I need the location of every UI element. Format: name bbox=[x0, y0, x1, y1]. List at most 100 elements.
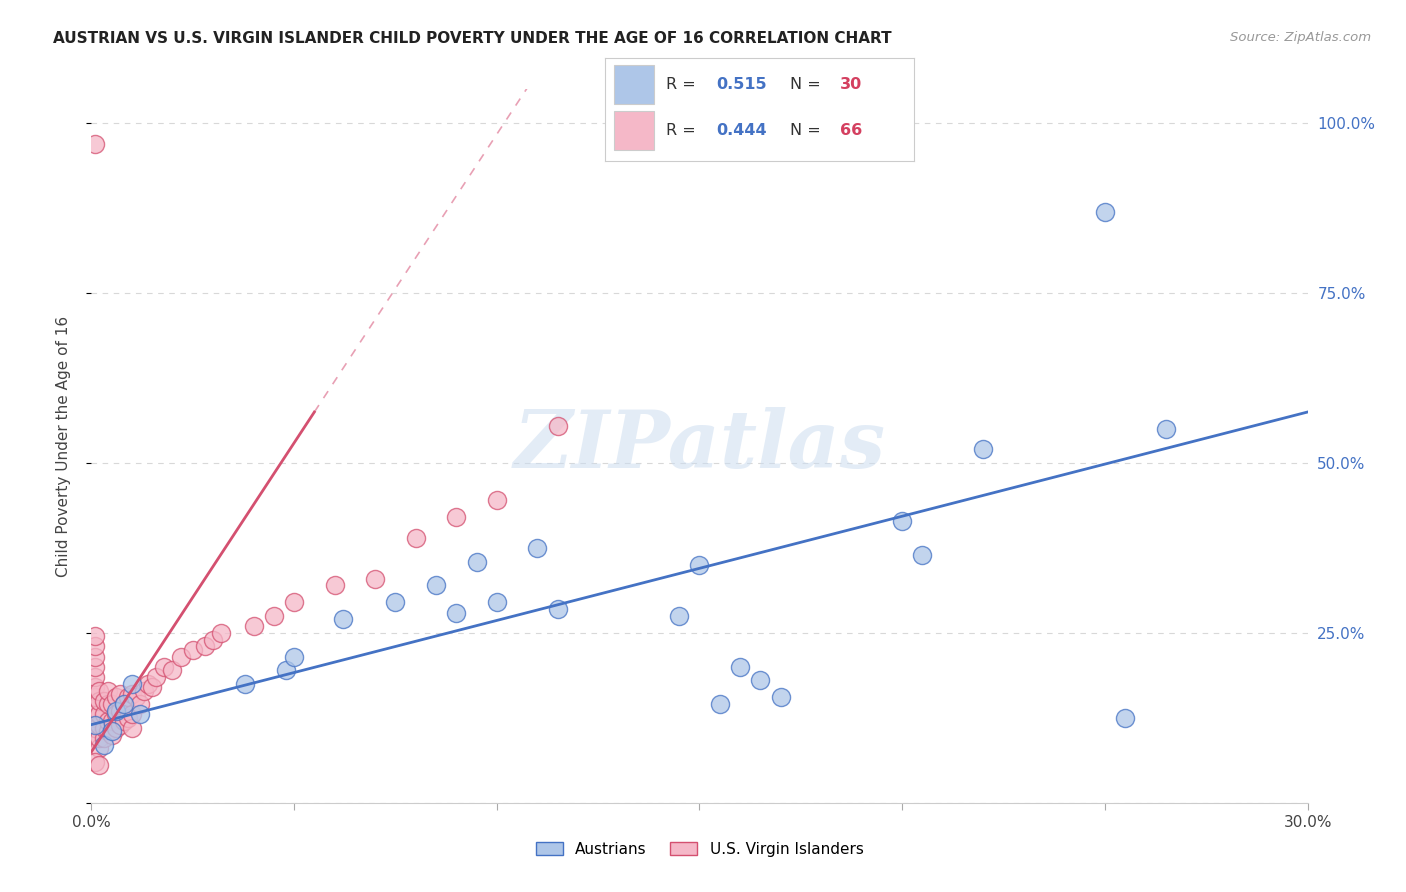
Point bbox=[141, 680, 163, 694]
Point bbox=[332, 612, 354, 626]
Point bbox=[117, 711, 139, 725]
Point bbox=[84, 680, 107, 694]
Point bbox=[104, 690, 127, 705]
Point bbox=[274, 663, 297, 677]
Point bbox=[93, 738, 115, 752]
Point bbox=[911, 548, 934, 562]
Point bbox=[444, 606, 467, 620]
Point bbox=[132, 683, 155, 698]
Text: Source: ZipAtlas.com: Source: ZipAtlas.com bbox=[1230, 31, 1371, 45]
Point bbox=[84, 755, 107, 769]
Point bbox=[425, 578, 447, 592]
Point bbox=[125, 690, 148, 705]
Point bbox=[688, 558, 710, 572]
Point bbox=[84, 649, 107, 664]
Point bbox=[162, 663, 184, 677]
Point bbox=[93, 721, 115, 735]
Point bbox=[89, 758, 111, 772]
Point bbox=[444, 510, 467, 524]
Point bbox=[728, 660, 751, 674]
Point bbox=[93, 731, 115, 746]
Point bbox=[104, 704, 127, 718]
Point bbox=[100, 728, 122, 742]
Point bbox=[121, 707, 143, 722]
Point bbox=[283, 649, 305, 664]
Point bbox=[485, 595, 508, 609]
Point bbox=[112, 698, 135, 712]
Text: 30: 30 bbox=[839, 77, 862, 92]
Point bbox=[136, 677, 159, 691]
Point bbox=[145, 670, 167, 684]
Point bbox=[112, 698, 135, 712]
Point bbox=[121, 687, 143, 701]
Point bbox=[547, 602, 569, 616]
Text: AUSTRIAN VS U.S. VIRGIN ISLANDER CHILD POVERTY UNDER THE AGE OF 16 CORRELATION C: AUSTRIAN VS U.S. VIRGIN ISLANDER CHILD P… bbox=[53, 31, 891, 46]
Point bbox=[709, 698, 731, 712]
Point bbox=[235, 677, 257, 691]
Point bbox=[547, 418, 569, 433]
Point bbox=[181, 643, 204, 657]
Text: N =: N = bbox=[790, 77, 827, 92]
Point bbox=[84, 717, 107, 731]
Point bbox=[153, 660, 176, 674]
Point bbox=[668, 608, 690, 623]
Point bbox=[84, 660, 107, 674]
Point bbox=[100, 714, 122, 729]
Point bbox=[84, 731, 107, 746]
Point bbox=[323, 578, 346, 592]
Point bbox=[769, 690, 792, 705]
Point bbox=[108, 687, 131, 701]
Point bbox=[104, 721, 127, 735]
Point bbox=[972, 442, 994, 457]
Point bbox=[263, 608, 285, 623]
Point bbox=[97, 724, 120, 739]
Point bbox=[97, 714, 120, 729]
Point bbox=[117, 690, 139, 705]
Point bbox=[89, 731, 111, 746]
Point bbox=[1094, 204, 1116, 219]
Text: R =: R = bbox=[666, 123, 702, 138]
Point bbox=[1154, 422, 1177, 436]
Point bbox=[485, 493, 508, 508]
Point bbox=[121, 721, 143, 735]
Point bbox=[384, 595, 406, 609]
Point bbox=[108, 717, 131, 731]
Point bbox=[84, 670, 107, 684]
Point bbox=[84, 721, 107, 735]
Point bbox=[89, 707, 111, 722]
Point bbox=[108, 704, 131, 718]
Point bbox=[121, 677, 143, 691]
Point bbox=[84, 711, 107, 725]
Point bbox=[1114, 711, 1136, 725]
Text: 0.515: 0.515 bbox=[716, 77, 766, 92]
Text: N =: N = bbox=[790, 123, 827, 138]
Point bbox=[84, 136, 107, 151]
Point bbox=[93, 707, 115, 722]
Point bbox=[112, 714, 135, 729]
Point bbox=[93, 694, 115, 708]
Point bbox=[89, 741, 111, 756]
Text: 66: 66 bbox=[839, 123, 862, 138]
Point bbox=[129, 698, 152, 712]
Point bbox=[84, 700, 107, 714]
Point bbox=[405, 531, 427, 545]
Point bbox=[891, 514, 914, 528]
Point bbox=[749, 673, 772, 688]
Point bbox=[84, 640, 107, 654]
Point bbox=[84, 629, 107, 643]
Point bbox=[202, 632, 225, 647]
Point bbox=[465, 555, 488, 569]
Point bbox=[100, 698, 122, 712]
Text: R =: R = bbox=[666, 77, 702, 92]
Point bbox=[242, 619, 264, 633]
Point bbox=[89, 694, 111, 708]
Point bbox=[169, 649, 191, 664]
Point bbox=[89, 683, 111, 698]
Point bbox=[194, 640, 217, 654]
Bar bbox=[614, 65, 654, 104]
Point bbox=[97, 683, 120, 698]
Text: 0.444: 0.444 bbox=[716, 123, 766, 138]
Point bbox=[364, 572, 387, 586]
Legend: Austrians, U.S. Virgin Islanders: Austrians, U.S. Virgin Islanders bbox=[530, 836, 869, 863]
Y-axis label: Child Poverty Under the Age of 16: Child Poverty Under the Age of 16 bbox=[56, 316, 70, 576]
